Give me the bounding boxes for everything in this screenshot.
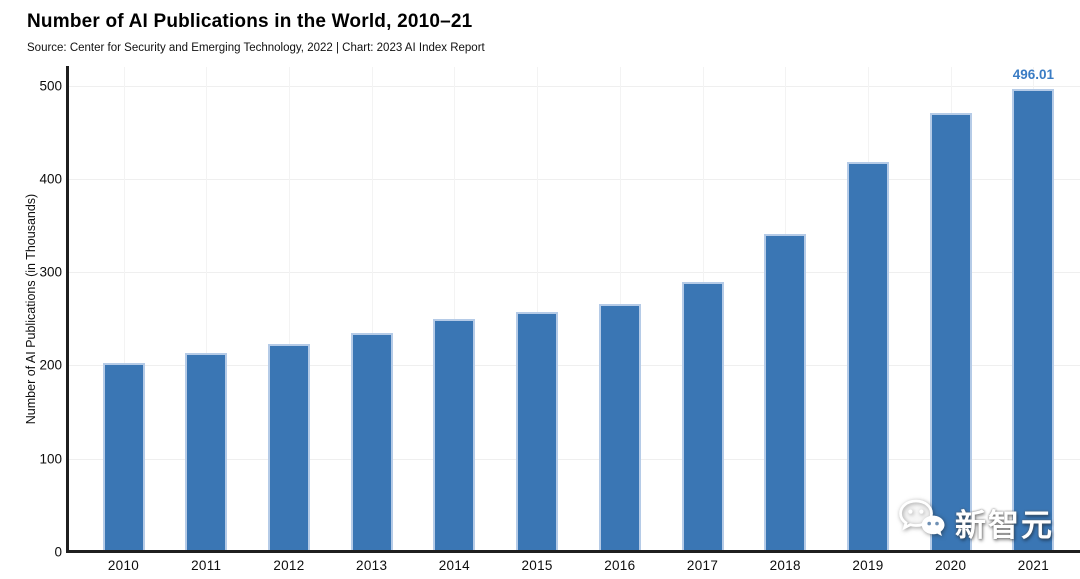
x-gridline — [206, 67, 208, 552]
x-tick-label: 2013 — [356, 558, 388, 573]
bar-2014 — [433, 318, 476, 552]
y-tick-label: 500 — [39, 78, 62, 93]
y-tick-label: 0 — [54, 544, 62, 560]
x-tick-label: 2015 — [521, 558, 553, 573]
x-axis-line — [66, 550, 1080, 553]
x-gridline — [123, 67, 125, 552]
x-tick-label: 2010 — [107, 558, 140, 573]
x-tick-label: 2012 — [273, 558, 305, 573]
chart-source-line: Source: Center for Security and Emerging… — [27, 42, 485, 54]
y-tick-label: 100 — [39, 451, 62, 467]
x-gridline — [454, 67, 456, 552]
watermark-text: 新智元 — [955, 508, 1054, 544]
y-tick-label: 300 — [39, 264, 62, 280]
watermark: 新智元 — [897, 498, 1054, 547]
y-axis-line — [66, 66, 69, 553]
bar-2011 — [185, 353, 228, 552]
y-gridline — [68, 458, 1080, 460]
x-gridline — [537, 67, 539, 552]
bar-2020 — [929, 112, 972, 552]
bar-2018 — [764, 233, 807, 552]
x-tick-label: 2020 — [935, 558, 967, 573]
y-gridline — [68, 85, 1080, 87]
bar-2021 — [1012, 89, 1055, 552]
y-gridline — [68, 365, 1080, 367]
bar-value-label: 496.01 — [1012, 67, 1055, 83]
y-axis-title: Number of AI Publications (in Thousands) — [24, 193, 38, 425]
bar-2013 — [350, 332, 393, 552]
y-tick-label: 400 — [39, 171, 62, 187]
y-tick-label: 200 — [39, 357, 62, 373]
bar-2015 — [516, 312, 559, 552]
y-gridline — [68, 272, 1080, 274]
x-tick-label: 2011 — [191, 558, 222, 573]
y-gridline — [68, 178, 1080, 180]
x-tick-label: 2017 — [686, 558, 719, 573]
x-tick-label: 2021 — [1017, 558, 1050, 573]
x-tick-label: 2018 — [769, 558, 801, 573]
bar-2016 — [598, 303, 641, 552]
x-tick-label: 2016 — [604, 558, 636, 573]
x-tick-label: 2014 — [438, 558, 470, 573]
x-gridline — [371, 67, 373, 552]
x-tick-label: 2019 — [852, 558, 884, 573]
wechat-logo-icon — [897, 498, 947, 547]
bar-2017 — [681, 282, 724, 552]
bar-2019 — [846, 162, 889, 552]
bar-2010 — [102, 362, 145, 552]
chart-title: Number of AI Publications in the World, … — [27, 11, 473, 32]
bar-2012 — [267, 343, 310, 552]
x-gridline — [288, 67, 290, 552]
